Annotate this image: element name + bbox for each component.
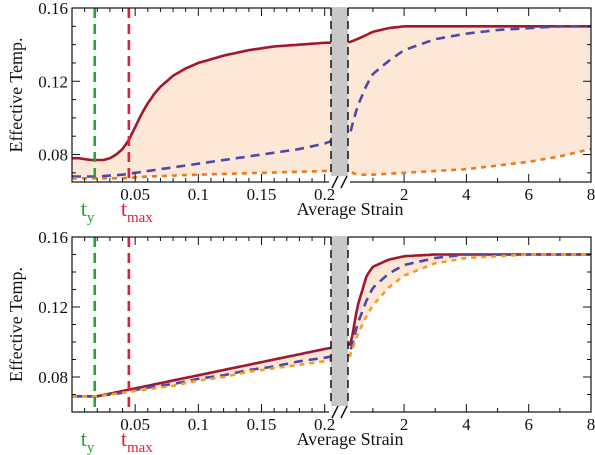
x-tick-label: 0.15 <box>247 415 277 434</box>
marker-label-max: tmax <box>121 426 153 455</box>
x-tick-label: 2 <box>400 185 409 204</box>
x-axis-label: Average Strain <box>296 429 403 449</box>
axis-break-mark <box>340 175 348 189</box>
marker-label-y: ty <box>81 426 95 455</box>
y-tick-label: 0.08 <box>38 368 68 387</box>
series-line-dotted <box>72 147 592 180</box>
axis-break-mark <box>331 405 339 419</box>
y-axis-label: Effective Temp. <box>6 267 26 382</box>
axis-break-band <box>331 7 348 183</box>
marker-label-main: t <box>81 196 87 221</box>
x-tick-label: 4 <box>462 415 471 434</box>
axis-break-mark <box>331 175 339 189</box>
x-tick-label: 4 <box>462 185 471 204</box>
y-tick-label: 0.12 <box>38 298 68 317</box>
marker-label-main: t <box>81 426 87 451</box>
x-tick-label: 0.05 <box>120 415 150 434</box>
x-tick-label: 0.05 <box>120 185 150 204</box>
series-line-dotted <box>72 253 591 398</box>
marker-label-main: t <box>121 196 127 221</box>
series-line-dashed <box>72 253 591 398</box>
x-tick-label: 2 <box>400 415 409 434</box>
marker-label-sub: max <box>127 440 153 455</box>
y-tick-label: 0.12 <box>38 72 68 91</box>
axis-break-mark <box>340 405 348 419</box>
y-tick-label: 0.16 <box>38 0 68 18</box>
axis-break-band <box>331 236 348 413</box>
x-tick-label: 0.2 <box>314 185 335 204</box>
y-tick-label: 0.16 <box>38 228 68 247</box>
y-axis-label: Effective Temp. <box>6 37 26 152</box>
marker-label-sub: y <box>87 210 95 226</box>
marker-label-y: ty <box>81 196 95 226</box>
x-tick-label: 6 <box>524 415 533 434</box>
x-tick-label: 0.1 <box>188 415 209 434</box>
x-tick-label: 0.2 <box>314 415 335 434</box>
x-tick-label: 0.15 <box>247 185 277 204</box>
marker-label-sub: y <box>87 440 95 455</box>
x-tick-label: 8 <box>587 185 595 204</box>
series-line-solid <box>72 25 591 162</box>
x-tick-label: 8 <box>587 415 595 434</box>
y-tick-label: 0.08 <box>38 146 68 165</box>
marker-label-main: t <box>121 426 127 451</box>
x-axis-label: Average Strain <box>296 199 403 219</box>
x-tick-label: 0.1 <box>188 185 209 204</box>
series-line-dashed <box>72 25 591 178</box>
marker-label-sub: max <box>127 210 153 226</box>
x-tick-label: 6 <box>524 185 533 204</box>
marker-label-max: tmax <box>121 196 153 226</box>
